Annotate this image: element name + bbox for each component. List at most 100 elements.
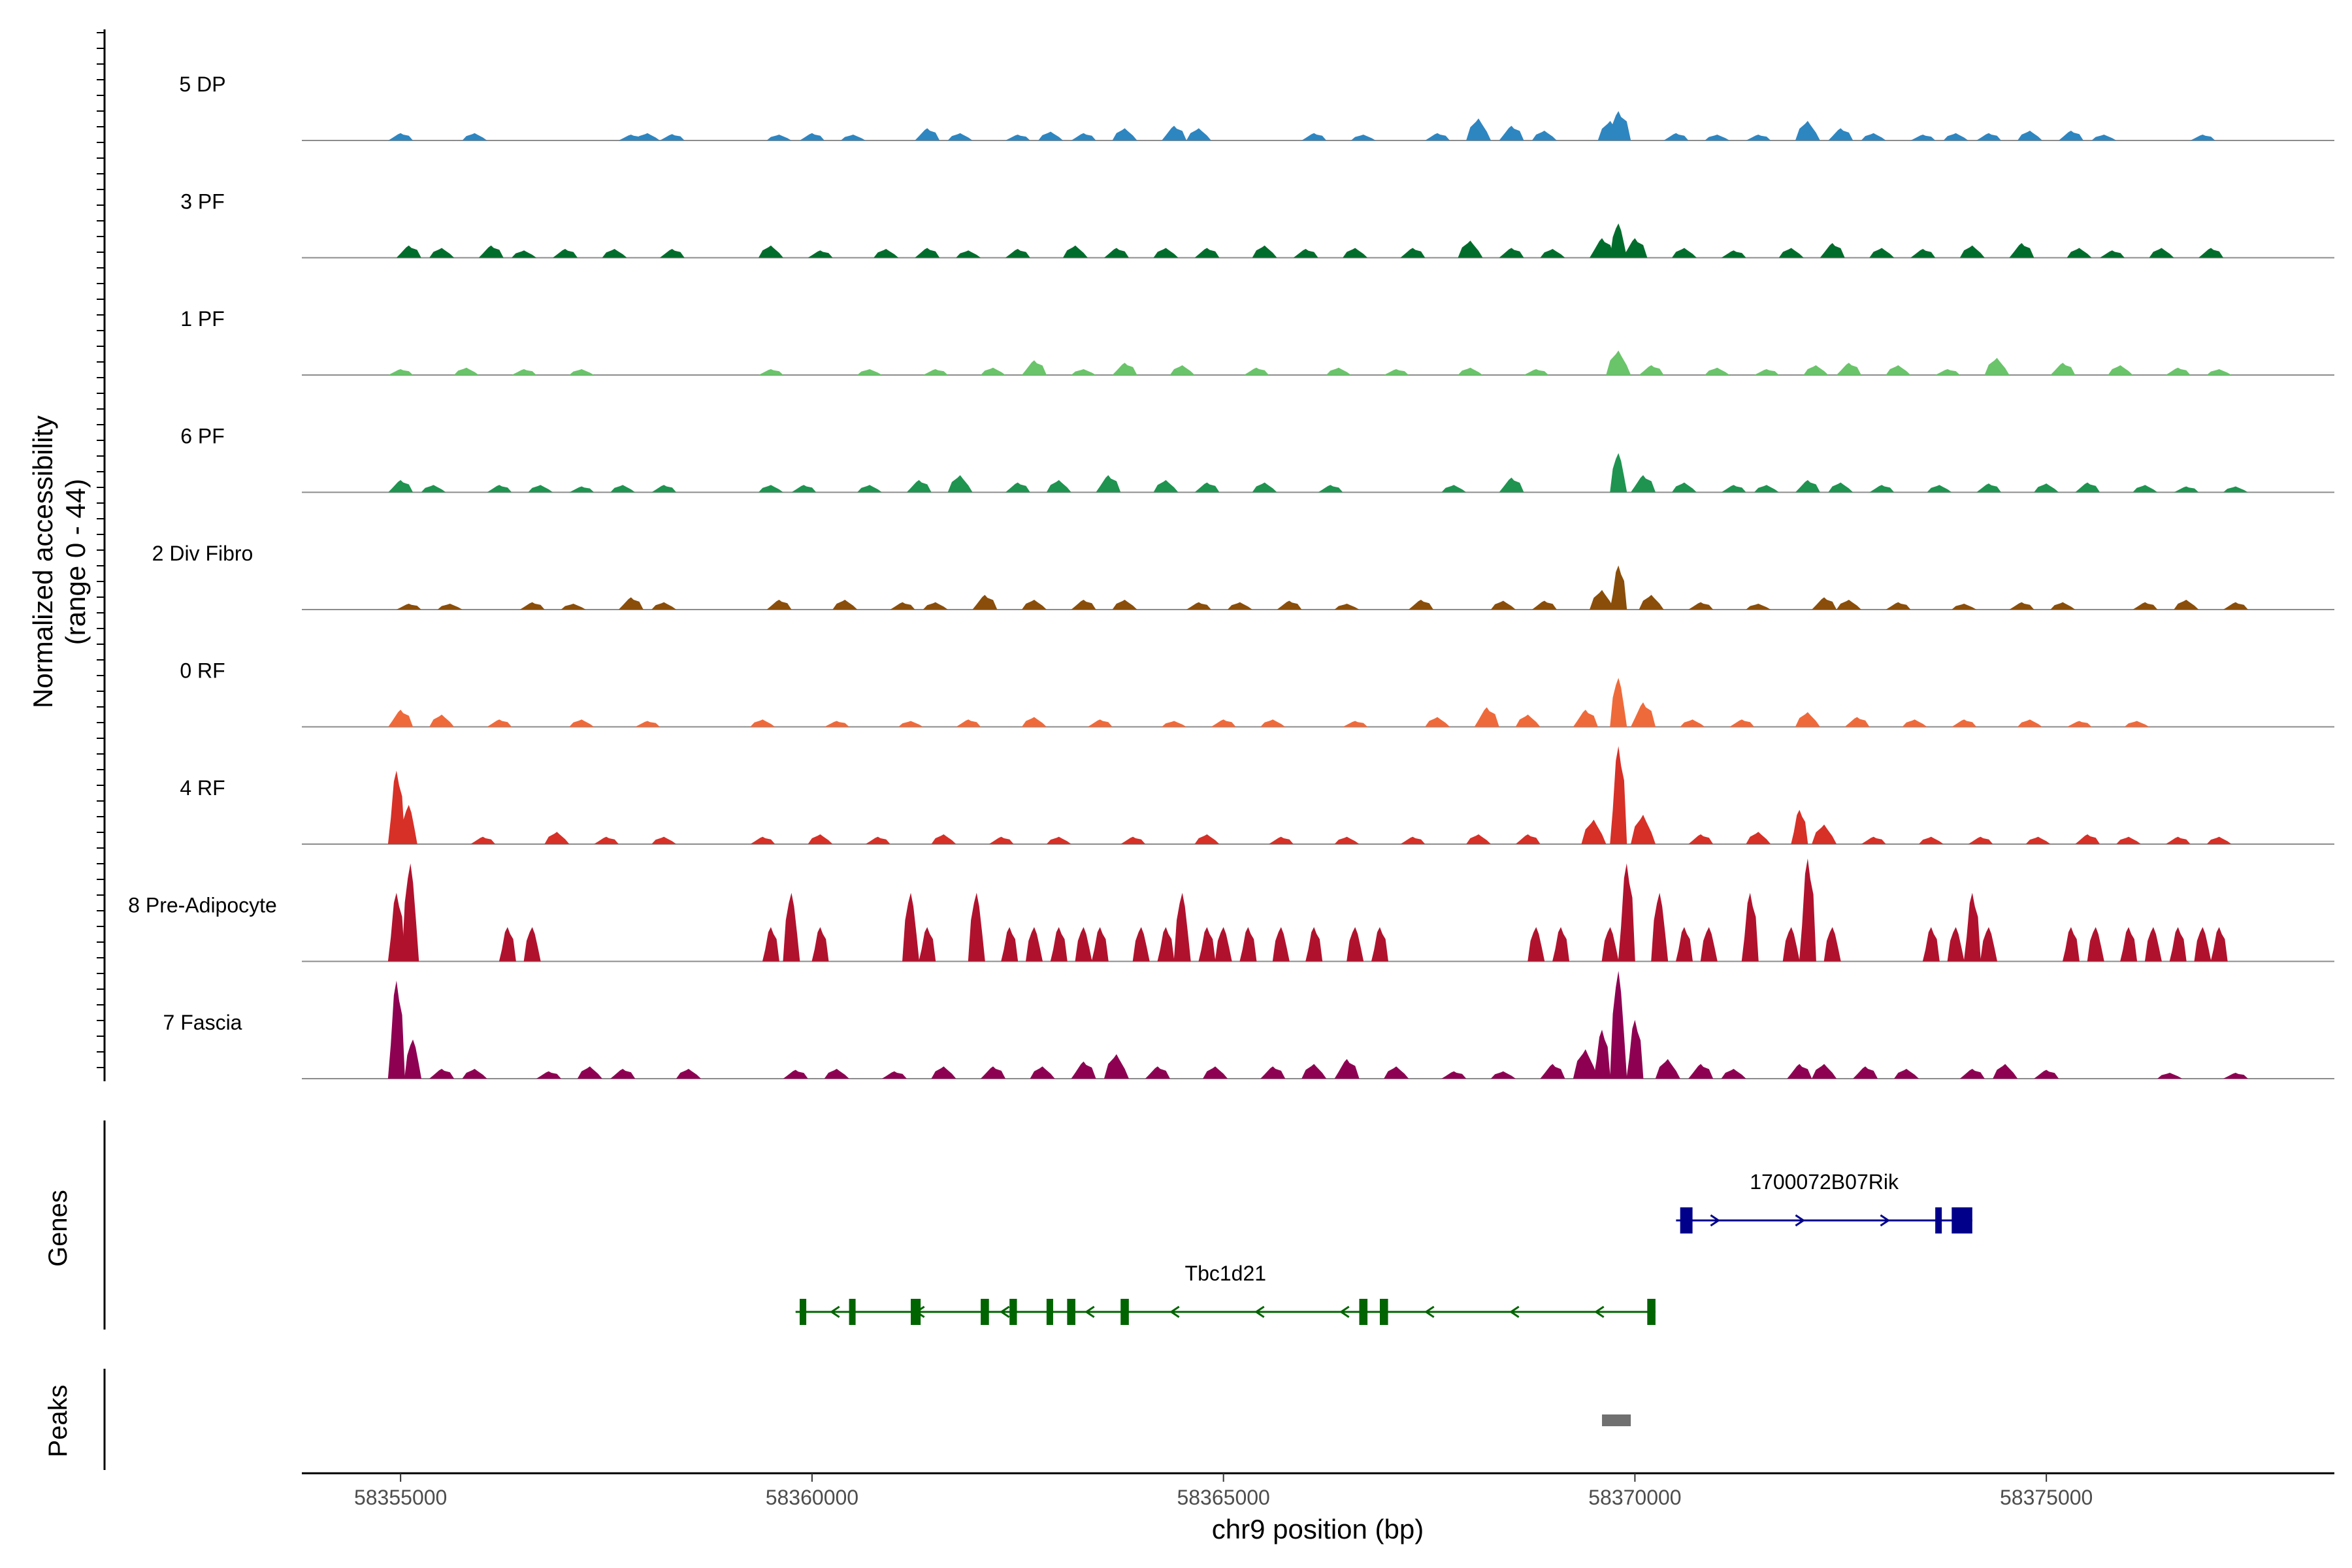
coverage-peak bbox=[1778, 248, 1804, 258]
gene-exon bbox=[800, 1299, 807, 1325]
coverage-peak bbox=[1458, 240, 1483, 258]
coverage-peak bbox=[1980, 927, 1998, 962]
coverage-peak bbox=[1071, 369, 1096, 375]
peak-region bbox=[1602, 1414, 1631, 1426]
coverage-peak bbox=[947, 133, 973, 140]
coverage-peak bbox=[1959, 1069, 1985, 1079]
coverage-peak bbox=[968, 892, 985, 962]
coverage-tracks: 5 DP 3 PF 1 PF 6 PF 2 Div Fibro 0 RF 4 RF 8 Pre… bbox=[128, 73, 2334, 1079]
coverage-peak bbox=[1795, 121, 1820, 140]
coverage-peak bbox=[487, 719, 512, 727]
track-0: 5 DP bbox=[179, 73, 2334, 141]
coverage-peak bbox=[1968, 836, 1993, 844]
coverage-peak bbox=[1071, 1061, 1096, 1079]
coverage-peak bbox=[915, 248, 940, 258]
coverage-peak bbox=[1046, 480, 1071, 493]
coverage-peak bbox=[1343, 248, 1368, 258]
coverage-peak bbox=[1943, 133, 1968, 140]
strand-arrow bbox=[1000, 1305, 1010, 1318]
coverage-peak bbox=[1610, 746, 1627, 844]
gene-exon bbox=[1952, 1207, 1972, 1233]
coverage-peak bbox=[1639, 595, 1664, 610]
coverage-peak bbox=[1050, 927, 1068, 962]
coverage-peak bbox=[1145, 1066, 1170, 1079]
x-tick-label: 58365000 bbox=[1177, 1486, 1269, 1509]
coverage-peak bbox=[1441, 485, 1467, 493]
coverage-peak bbox=[1371, 927, 1388, 962]
coverage-peak bbox=[1194, 482, 1220, 493]
y-axis-subtitle: (range 0 - 44) bbox=[60, 479, 91, 645]
coverage-peak bbox=[1952, 604, 1977, 610]
coverage-peak bbox=[1162, 125, 1187, 140]
coverage-peak bbox=[1062, 245, 1088, 258]
coverage-peak bbox=[1268, 836, 1294, 844]
coverage-peak bbox=[1260, 1066, 1286, 1079]
coverage-peak bbox=[1334, 836, 1360, 844]
strand-arrow bbox=[1880, 1214, 1891, 1227]
strand-arrow bbox=[1169, 1305, 1180, 1318]
coverage-peak bbox=[1021, 360, 1047, 375]
gene-exon bbox=[1647, 1299, 1656, 1325]
coverage-peak bbox=[1157, 927, 1175, 962]
coverage-peak bbox=[1823, 927, 1841, 962]
coverage-peak bbox=[857, 485, 883, 493]
coverage-peak bbox=[1244, 367, 1269, 375]
coverage-peak bbox=[1610, 223, 1627, 258]
coverage-peak bbox=[1610, 453, 1627, 493]
coverage-peak bbox=[1787, 1064, 1812, 1079]
coverage-peak bbox=[1700, 927, 1718, 962]
coverage-peak bbox=[1935, 369, 1961, 375]
track-8: 7 Fascia bbox=[163, 971, 2334, 1079]
coverage-peak bbox=[1622, 238, 1648, 258]
coverage-peak bbox=[569, 719, 595, 727]
coverage-peak bbox=[1318, 485, 1343, 493]
coverage-peak bbox=[972, 595, 998, 610]
coverage-peak bbox=[1038, 131, 1064, 140]
coverage-peak bbox=[1239, 927, 1257, 962]
gene-label: Tbc1d21 bbox=[1185, 1262, 1267, 1285]
coverage-peak bbox=[2157, 1073, 2183, 1079]
coverage-peak bbox=[1836, 363, 1861, 375]
coverage-peak bbox=[1203, 1066, 1228, 1079]
coverage-peak bbox=[1610, 971, 1627, 1079]
coverage-peak bbox=[1754, 485, 1779, 493]
coverage-peak bbox=[1799, 858, 1816, 962]
coverage-peak bbox=[1153, 248, 1179, 258]
coverage-peak bbox=[651, 602, 677, 610]
coverage-peak bbox=[1466, 834, 1492, 844]
coverage-peak bbox=[634, 133, 660, 140]
coverage-peak bbox=[1910, 135, 1936, 140]
coverage-peak bbox=[947, 475, 973, 493]
coverage-peak bbox=[1947, 927, 1965, 962]
coverage-peak bbox=[2190, 135, 2215, 140]
coverage-peak bbox=[1820, 243, 1845, 258]
track-label: 1 PF bbox=[180, 307, 225, 331]
gene-exon bbox=[1359, 1299, 1368, 1325]
coverage-peak bbox=[1091, 927, 1109, 962]
coverage-peak bbox=[956, 250, 981, 258]
coverage-peak bbox=[402, 863, 419, 962]
coverage-peak bbox=[988, 836, 1014, 844]
coverage-peak bbox=[2206, 836, 2232, 844]
coverage-peak bbox=[980, 367, 1005, 375]
track-label: 3 PF bbox=[180, 190, 225, 214]
coverage-peak bbox=[610, 485, 636, 493]
coverage-peak bbox=[2149, 248, 2174, 258]
coverage-peak bbox=[1408, 600, 1433, 610]
coverage-peak bbox=[1902, 719, 1927, 727]
coverage-peak bbox=[1075, 927, 1092, 962]
coverage-peak bbox=[2169, 927, 2187, 962]
coverage-peak bbox=[1729, 719, 1755, 727]
gene-exon bbox=[1379, 1299, 1388, 1325]
coverage-peak bbox=[1215, 927, 1232, 962]
coverage-peak bbox=[923, 369, 948, 375]
x-tick-label: 58360000 bbox=[766, 1486, 858, 1509]
coverage-peak bbox=[1005, 135, 1030, 140]
coverage-peak bbox=[2198, 248, 2224, 258]
coverage-peak bbox=[1384, 369, 1409, 375]
track-7: 8 Pre-Adipocyte bbox=[128, 858, 2334, 962]
coverage-peak bbox=[1959, 245, 1985, 258]
coverage-peak bbox=[396, 245, 421, 258]
coverage-peak bbox=[1096, 475, 1121, 493]
coverage-peak bbox=[1680, 719, 1705, 727]
